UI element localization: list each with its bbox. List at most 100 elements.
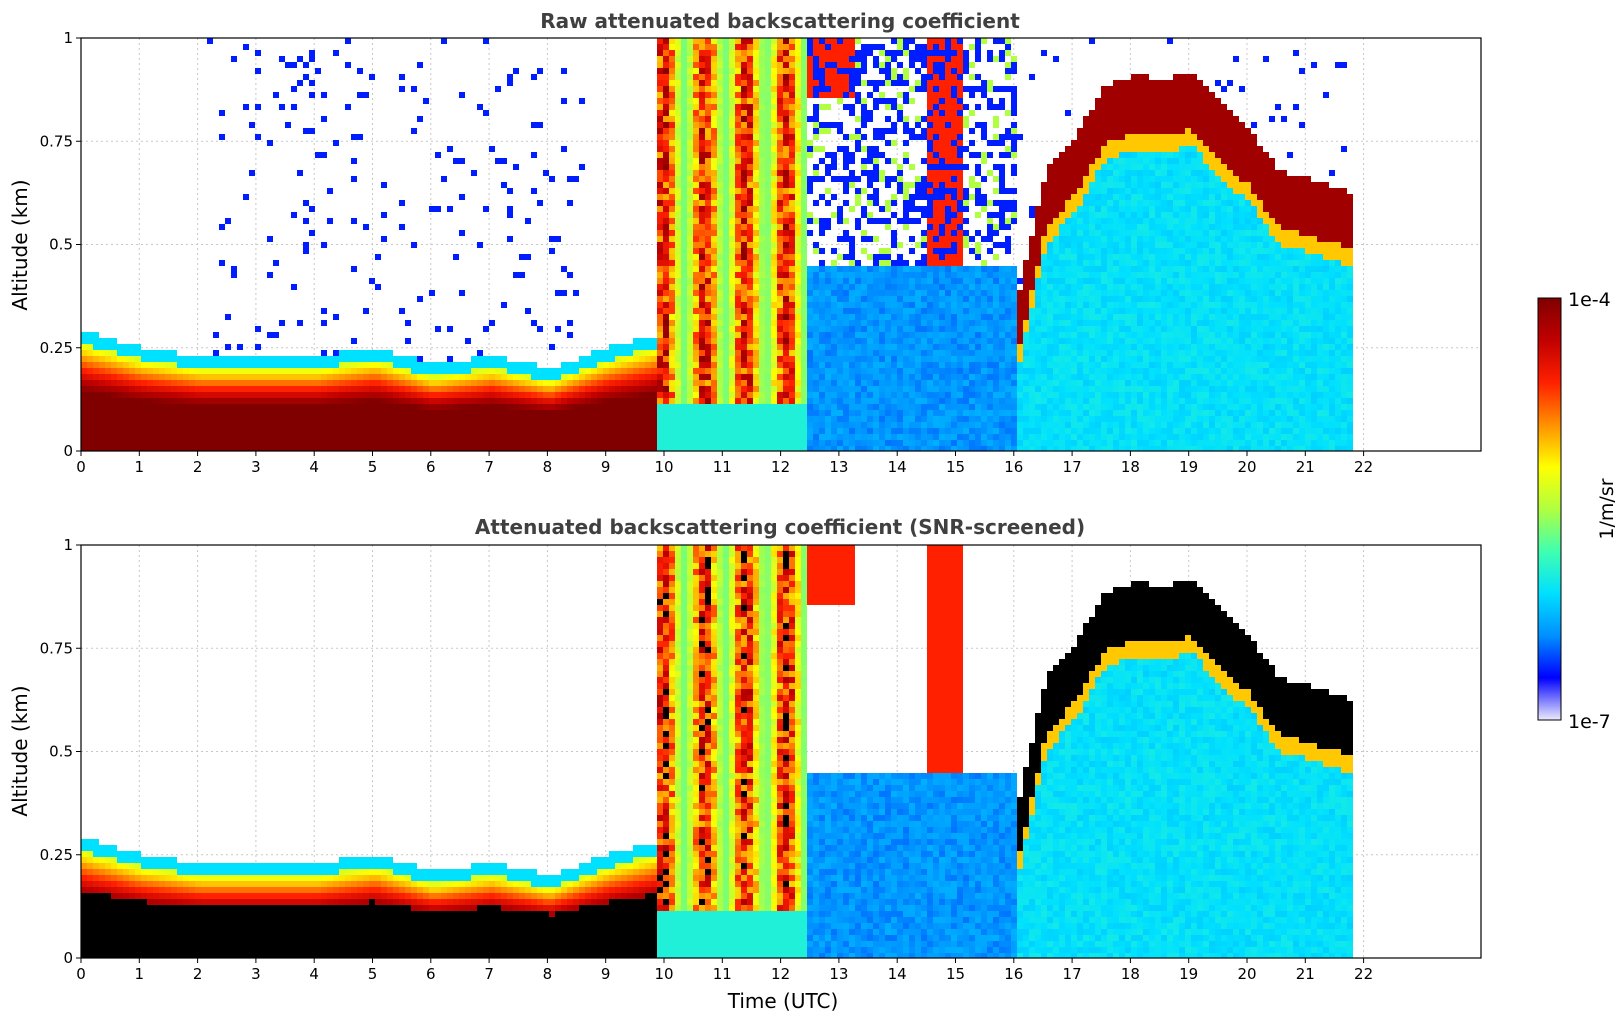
heatmap-cell: [627, 362, 633, 368]
heatmap-cell: [699, 434, 705, 440]
heatmap-cell: [951, 230, 957, 236]
heatmap-cell: [93, 428, 99, 434]
heatmap-cell: [345, 362, 351, 368]
heatmap-cell: [495, 392, 501, 398]
heatmap-cell: [711, 188, 717, 194]
heatmap-cell: [135, 398, 141, 404]
heatmap-cell: [957, 236, 963, 242]
heatmap-cell: [267, 386, 273, 392]
heatmap-cell: [801, 56, 807, 62]
heatmap-cell: [819, 374, 825, 380]
heatmap-cell: [783, 230, 789, 236]
heatmap-cell: [87, 446, 93, 451]
heatmap-cell: [525, 386, 531, 392]
heatmap-cell: [777, 326, 783, 332]
heatmap-cell: [801, 188, 807, 194]
heatmap-cell: [405, 338, 411, 344]
heatmap-cell: [123, 410, 129, 416]
heatmap-cell: [417, 428, 423, 434]
heatmap-cell: [783, 428, 789, 434]
heatmap-cell: [939, 182, 945, 188]
heatmap-cell: [393, 386, 399, 392]
heatmap-cell: [399, 428, 405, 434]
heatmap-cell: [195, 386, 201, 392]
heatmap-cell: [129, 392, 135, 398]
heatmap-cell: [645, 410, 651, 416]
heatmap-cell: [729, 140, 735, 146]
heatmap-cell: [687, 242, 693, 248]
heatmap-cell: [399, 368, 405, 374]
heatmap-cell: [555, 410, 561, 416]
heatmap-cell: [729, 158, 735, 164]
heatmap-cell: [765, 422, 771, 428]
heatmap-cell: [159, 422, 165, 428]
heatmap-cell: [693, 50, 699, 56]
heatmap-cell: [747, 188, 753, 194]
heatmap-cell: [117, 392, 123, 398]
heatmap-cell: [735, 110, 741, 116]
heatmap-cell: [603, 410, 609, 416]
heatmap-cell: [765, 128, 771, 134]
heatmap-cell: [705, 146, 711, 152]
heatmap-cell: [627, 374, 633, 380]
heatmap-cell: [483, 206, 489, 212]
heatmap-cell: [939, 116, 945, 122]
heatmap-cell: [699, 326, 705, 332]
heatmap-cell: [681, 206, 687, 212]
heatmap-cell: [807, 290, 813, 296]
heatmap-cell: [705, 170, 711, 176]
heatmap-cell: [141, 428, 147, 434]
heatmap-cell: [453, 392, 459, 398]
heatmap-cell: [651, 338, 657, 344]
heatmap-cell: [687, 344, 693, 350]
heatmap-cell: [705, 56, 711, 62]
heatmap-cell: [669, 296, 675, 302]
heatmap-cell: [795, 272, 801, 278]
heatmap-cell: [873, 278, 879, 284]
heatmap-cell: [669, 398, 675, 404]
heatmap-cell: [921, 326, 927, 332]
heatmap-cell: [939, 260, 945, 266]
heatmap-cell: [723, 386, 729, 392]
heatmap-cell: [753, 260, 759, 266]
heatmap-cell: [825, 128, 831, 134]
heatmap-cell: [939, 56, 945, 62]
heatmap-cell: [831, 392, 837, 398]
heatmap-cell: [825, 284, 831, 290]
heatmap-cell: [939, 236, 945, 242]
heatmap-cell: [93, 368, 99, 374]
heatmap-cell: [231, 56, 237, 62]
heatmap-cell: [693, 416, 699, 422]
heatmap-cell: [957, 368, 963, 374]
heatmap-cell: [219, 374, 225, 380]
heatmap-cell: [873, 410, 879, 416]
heatmap-cell: [789, 260, 795, 266]
heatmap-cell: [747, 38, 753, 44]
heatmap-cell: [501, 422, 507, 428]
heatmap-cell: [597, 410, 603, 416]
heatmap-cell: [927, 368, 933, 374]
heatmap-cell: [681, 368, 687, 374]
heatmap-cell: [381, 410, 387, 416]
heatmap-cell: [447, 362, 453, 368]
heatmap-cell: [909, 416, 915, 422]
heatmap-cell: [765, 230, 771, 236]
heatmap-cell: [753, 296, 759, 302]
heatmap-cell: [447, 356, 453, 362]
heatmap-cell: [117, 356, 123, 362]
heatmap-cell: [933, 410, 939, 416]
heatmap-cell: [933, 164, 939, 170]
heatmap-cell: [729, 206, 735, 212]
heatmap-cell: [135, 374, 141, 380]
heatmap-cell: [345, 422, 351, 428]
heatmap-cell: [897, 38, 903, 44]
heatmap-cell: [687, 416, 693, 422]
heatmap-cell: [753, 140, 759, 146]
heatmap-cell: [867, 296, 873, 302]
heatmap-cell: [717, 122, 723, 128]
heatmap-cell: [195, 416, 201, 422]
heatmap-cell: [915, 380, 921, 386]
heatmap-cell: [765, 152, 771, 158]
heatmap-cell: [831, 44, 837, 50]
heatmap-cell: [543, 434, 549, 440]
